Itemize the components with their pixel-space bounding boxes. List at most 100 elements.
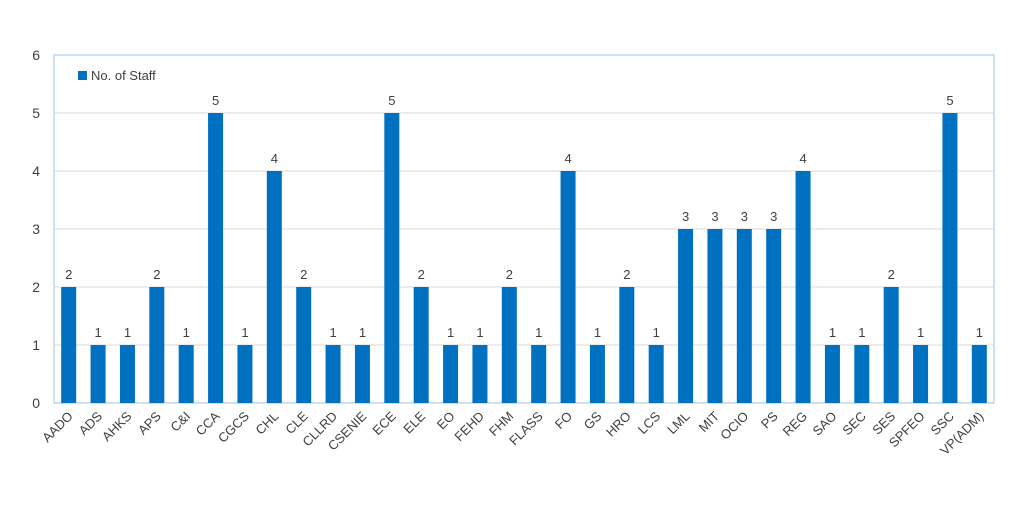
bar <box>384 113 400 403</box>
legend-label: No. of Staff <box>91 68 156 83</box>
data-label: 2 <box>153 267 160 282</box>
data-label: 1 <box>447 325 454 340</box>
data-label: 1 <box>124 325 131 340</box>
x-tick-label: ECE <box>369 408 399 438</box>
data-label: 2 <box>623 267 630 282</box>
x-tick-label: CGCS <box>215 408 252 445</box>
bar <box>766 229 782 403</box>
x-tick-label: GS <box>581 408 605 432</box>
y-tick-label: 1 <box>32 337 40 353</box>
y-tick-label: 5 <box>32 105 40 121</box>
data-label: 5 <box>946 93 953 108</box>
bar <box>119 345 135 403</box>
bar <box>325 345 341 403</box>
data-label: 2 <box>300 267 307 282</box>
x-tick-label: PS <box>758 408 781 431</box>
data-label: 1 <box>241 325 248 340</box>
data-label: 4 <box>271 151 278 166</box>
x-tick-label: OCIO <box>717 409 751 443</box>
legend-swatch <box>78 71 87 80</box>
bar <box>736 229 752 403</box>
data-label: 2 <box>418 267 425 282</box>
bar <box>413 287 429 403</box>
x-tick-label: ELE <box>400 408 428 436</box>
bar <box>266 171 282 403</box>
data-label: 3 <box>711 209 718 224</box>
bar <box>443 345 459 403</box>
data-label: 3 <box>770 209 777 224</box>
data-label: 1 <box>829 325 836 340</box>
data-label: 1 <box>94 325 101 340</box>
bar <box>90 345 106 403</box>
bar <box>149 287 165 403</box>
bar <box>854 345 870 403</box>
data-label: 1 <box>917 325 924 340</box>
bar <box>883 287 899 403</box>
gridlines <box>53 54 995 404</box>
bar <box>296 287 312 403</box>
bar <box>531 345 547 403</box>
x-tick-label: EO <box>434 409 458 433</box>
data-label: 2 <box>65 267 72 282</box>
bar <box>501 287 517 403</box>
data-label: 2 <box>888 267 895 282</box>
bar <box>208 113 224 403</box>
x-tick-label: APS <box>135 408 164 437</box>
bars <box>61 113 987 403</box>
x-tick-label: LCS <box>635 408 664 437</box>
data-label: 3 <box>682 209 689 224</box>
x-tick-label: REG <box>780 409 811 440</box>
bar <box>707 229 723 403</box>
bar <box>913 345 929 403</box>
bar <box>824 345 840 403</box>
x-tick-label: CHL <box>252 409 281 438</box>
data-label: 1 <box>858 325 865 340</box>
x-tick-label: HRO <box>603 409 634 440</box>
data-label: 1 <box>183 325 190 340</box>
data-label: 1 <box>476 325 483 340</box>
x-tick-label: AHKS <box>99 408 135 444</box>
y-tick-label: 6 <box>32 47 40 63</box>
data-label: 1 <box>329 325 336 340</box>
bar <box>619 287 635 403</box>
bar <box>354 345 370 403</box>
y-tick-label: 3 <box>32 221 40 237</box>
data-label: 5 <box>388 93 395 108</box>
bar <box>560 171 576 403</box>
bar <box>61 287 77 403</box>
bar <box>589 345 605 403</box>
data-label: 1 <box>653 325 660 340</box>
x-tick-label: AADO <box>39 409 76 446</box>
data-label: 4 <box>564 151 571 166</box>
bar <box>971 345 987 403</box>
data-label: 1 <box>359 325 366 340</box>
legend: No. of Staff <box>78 68 156 83</box>
data-label: 1 <box>535 325 542 340</box>
x-tick-label: FLASS <box>506 408 546 448</box>
x-tick-label: SAO <box>810 409 840 439</box>
data-label: 3 <box>741 209 748 224</box>
data-label: 1 <box>594 325 601 340</box>
bar <box>942 113 958 403</box>
bar <box>178 345 194 403</box>
data-label: 2 <box>506 267 513 282</box>
y-tick-label: 2 <box>32 279 40 295</box>
bar <box>472 345 488 403</box>
x-tick-label: SEC <box>839 409 869 439</box>
y-tick-label: 0 <box>32 395 40 411</box>
x-tick-label: C&I <box>167 409 193 435</box>
bar <box>678 229 694 403</box>
x-tick-label: FO <box>552 409 575 432</box>
bar <box>648 345 664 403</box>
data-labels: 2 1 1 2 1 5 1 4 2 1 1 5 2 1 1 2 1 4 1 2 1 3 3 3 3 4 1 1 2 1 5 1 <box>65 93 983 340</box>
data-label: 5 <box>212 93 219 108</box>
y-tick-label: 4 <box>32 163 40 179</box>
bar <box>795 171 811 403</box>
data-label: 1 <box>976 325 983 340</box>
data-label: 4 <box>799 151 806 166</box>
x-tick-label: LML <box>664 409 692 437</box>
bar <box>237 345 253 403</box>
x-tick-label: FEHD <box>451 409 487 445</box>
